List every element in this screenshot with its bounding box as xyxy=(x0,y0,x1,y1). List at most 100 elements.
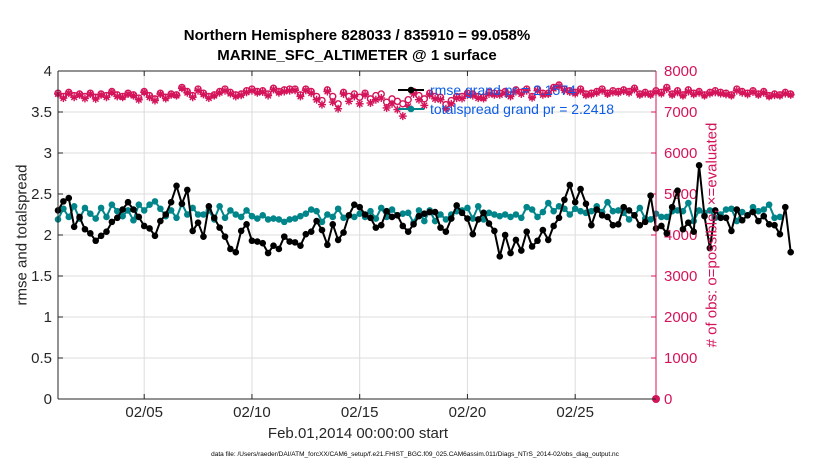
point-rmse xyxy=(302,230,310,238)
point-rmse xyxy=(140,222,148,230)
point-rmse xyxy=(528,243,536,250)
y-tick-label-left: 2.5 xyxy=(31,186,52,203)
point-rmse xyxy=(566,181,574,189)
point-rmse xyxy=(776,230,784,238)
point-totalspread xyxy=(221,214,229,222)
point-totalspread xyxy=(146,201,153,208)
point-totalspread xyxy=(334,205,342,213)
point-rmse xyxy=(679,225,687,233)
point-rmse xyxy=(146,225,153,232)
point-obs-possible xyxy=(86,89,95,97)
point-totalspread xyxy=(92,215,100,222)
point-obs-possible xyxy=(571,88,579,97)
y-tick-label-right: 1000 xyxy=(664,350,697,367)
point-obs-possible xyxy=(194,85,202,93)
y-tick-label-right: 8000 xyxy=(664,63,697,80)
point-totalspread xyxy=(248,212,256,220)
point-obs-possible xyxy=(312,92,321,101)
point-totalspread xyxy=(507,213,514,221)
point-rmse xyxy=(162,211,170,218)
point-totalspread xyxy=(356,210,363,217)
point-obs-possible xyxy=(576,85,585,93)
point-obs-possible xyxy=(646,90,655,98)
point-totalspread xyxy=(157,205,164,213)
point-rmse xyxy=(377,221,385,229)
point-obs-possible xyxy=(404,95,412,104)
point-totalspread xyxy=(749,203,757,211)
point-obs-possible xyxy=(329,92,337,101)
y-tick-label-right: 3000 xyxy=(664,268,697,285)
point-rmse xyxy=(625,207,633,214)
point-totalspread xyxy=(119,212,126,220)
point-rmse xyxy=(480,209,487,217)
point-rmse xyxy=(399,222,407,230)
x-tick-label: 02/10 xyxy=(233,404,271,421)
point-rmse xyxy=(404,228,412,236)
point-obs-possible xyxy=(307,87,315,96)
point-obs-possible xyxy=(296,91,305,99)
y-tick-label-left: 2 xyxy=(44,227,52,244)
point-obs-possible xyxy=(259,86,267,95)
point-rmse xyxy=(437,224,444,231)
point-rmse xyxy=(76,213,83,221)
point-totalspread xyxy=(388,206,396,213)
point-rmse xyxy=(663,230,671,237)
point-obs-possible xyxy=(749,86,757,95)
point-totalspread xyxy=(307,206,315,213)
point-rmse xyxy=(690,228,698,236)
point-rmse xyxy=(738,216,746,224)
x-axis-label: Feb.01,2014 00:00:00 start xyxy=(267,425,449,442)
point-rmse xyxy=(507,249,514,257)
point-rmse xyxy=(388,213,396,221)
point-obs-possible xyxy=(760,87,768,96)
point-totalspread xyxy=(173,214,180,222)
point-totalspread xyxy=(286,216,293,223)
point-obs-possible xyxy=(118,92,127,101)
point-obs-possible xyxy=(657,88,666,97)
point-totalspread xyxy=(491,211,498,218)
point-rmse xyxy=(340,229,347,236)
point-rmse xyxy=(361,211,369,218)
point-rmse xyxy=(135,213,143,221)
point-rmse xyxy=(97,232,105,240)
point-rmse xyxy=(588,221,595,229)
point-rmse xyxy=(518,247,525,254)
point-obs-possible xyxy=(59,92,68,101)
point-rmse xyxy=(232,248,240,256)
legend-totalspread-marker xyxy=(407,105,415,113)
point-rmse xyxy=(200,233,207,240)
point-rmse xyxy=(485,220,493,227)
point-rmse xyxy=(313,217,320,225)
legend-rmse-label: rmse grand pr = 2.1574 xyxy=(430,82,576,98)
y-tick-label-left: 3 xyxy=(44,145,52,162)
point-obs-possible xyxy=(630,84,639,92)
point-rmse xyxy=(631,212,638,219)
point-totalspread xyxy=(685,199,692,207)
point-rmse xyxy=(431,208,439,216)
point-rmse xyxy=(733,206,741,213)
point-totalspread xyxy=(474,203,482,210)
point-totalspread xyxy=(189,204,196,212)
point-totalspread xyxy=(351,213,358,221)
point-totalspread xyxy=(140,207,148,214)
point-rmse xyxy=(598,212,606,219)
point-rmse xyxy=(701,212,708,220)
point-rmse xyxy=(60,198,67,205)
y-tick-label-right: 5000 xyxy=(664,186,697,203)
point-obs-possible xyxy=(426,89,434,97)
point-totalspread xyxy=(377,204,385,212)
point-totalspread xyxy=(183,211,191,218)
point-totalspread xyxy=(534,213,541,221)
point-totalspread xyxy=(636,204,644,212)
point-rmse xyxy=(87,230,94,237)
point-rmse xyxy=(555,214,563,222)
point-rmse xyxy=(270,242,277,249)
point-rmse xyxy=(329,221,337,228)
point-totalspread xyxy=(755,207,762,215)
point-totalspread xyxy=(614,207,622,214)
point-totalspread xyxy=(609,207,617,215)
point-totalspread xyxy=(367,207,374,215)
point-rmse xyxy=(307,228,315,236)
point-totalspread xyxy=(232,211,240,218)
point-totalspread xyxy=(776,213,784,221)
